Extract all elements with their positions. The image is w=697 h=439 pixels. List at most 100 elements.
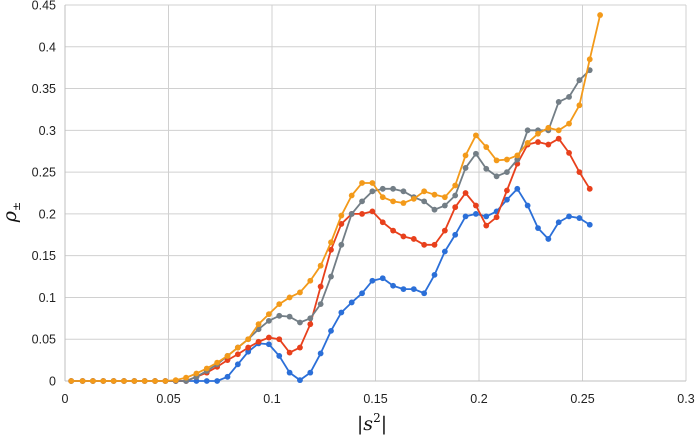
y-tick-label-6: 0.3 xyxy=(39,124,56,138)
point-red-22 xyxy=(297,344,303,351)
point-blue-38 xyxy=(462,213,469,220)
point-red-50 xyxy=(586,185,593,192)
tick-labels: 0 0.05 0.1 0.15 0.2 0.25 0.3 0.35 0.4 0.45 0 0.05 0.… xyxy=(32,0,695,406)
point-blue-48 xyxy=(566,213,572,220)
point-orange-13 xyxy=(203,365,210,372)
point-blue-24 xyxy=(317,350,324,357)
point-red-30 xyxy=(379,219,386,226)
point-gray-39 xyxy=(473,150,479,157)
point-orange-4 xyxy=(110,378,117,384)
point-red-40 xyxy=(483,222,490,229)
y-tick-label-2: 0.1 xyxy=(39,291,56,305)
point-gray-43 xyxy=(514,156,521,163)
point-orange-45 xyxy=(535,130,541,137)
point-blue-15 xyxy=(224,373,231,380)
point-red-16 xyxy=(234,351,241,358)
point-red-48 xyxy=(566,149,572,156)
point-red-36 xyxy=(441,227,448,234)
y-tick-label-4: 0.2 xyxy=(39,207,56,221)
point-gray-20 xyxy=(276,312,283,319)
point-orange-23 xyxy=(307,277,314,284)
point-red-15 xyxy=(224,357,231,364)
point-red-46 xyxy=(545,141,552,148)
point-orange-50 xyxy=(586,56,593,63)
point-orange-1 xyxy=(79,378,86,384)
point-orange-17 xyxy=(245,336,252,343)
point-orange-14 xyxy=(214,359,221,366)
point-orange-33 xyxy=(410,195,417,202)
point-orange-3 xyxy=(100,378,107,384)
point-orange-28 xyxy=(359,180,365,186)
point-orange-11 xyxy=(183,374,189,381)
point-blue-44 xyxy=(524,202,531,209)
point-blue-34 xyxy=(421,290,428,297)
point-blue-26 xyxy=(338,309,345,316)
point-gray-29 xyxy=(369,188,376,195)
point-orange-29 xyxy=(369,180,376,186)
point-gray-25 xyxy=(328,273,334,280)
point-blue-30 xyxy=(379,275,386,282)
point-red-42 xyxy=(504,187,510,194)
point-blue-43 xyxy=(514,185,521,192)
point-orange-31 xyxy=(390,198,396,205)
y-tick-label-7: 0.35 xyxy=(32,82,56,96)
point-red-33 xyxy=(410,236,417,242)
x-axis-label-bar-right: | xyxy=(381,413,387,435)
point-orange-44 xyxy=(524,139,531,146)
point-orange-12 xyxy=(193,370,200,377)
point-orange-0 xyxy=(68,378,75,384)
point-gray-26 xyxy=(338,241,345,248)
point-orange-37 xyxy=(452,182,459,189)
point-gray-27 xyxy=(348,210,355,217)
point-orange-19 xyxy=(265,311,272,318)
point-orange-2 xyxy=(90,378,96,384)
point-red-38 xyxy=(462,190,469,196)
point-red-17 xyxy=(245,344,252,351)
point-red-29 xyxy=(369,208,376,215)
point-gray-23 xyxy=(307,315,314,322)
point-orange-42 xyxy=(504,156,510,163)
point-red-34 xyxy=(421,241,428,248)
y-tick-label-9: 0.45 xyxy=(32,0,56,13)
y-tick-label-8: 0.4 xyxy=(39,40,56,54)
point-blue-33 xyxy=(410,286,417,292)
point-gray-30 xyxy=(379,185,386,192)
point-red-23 xyxy=(307,321,314,328)
x-axis-label: |s2| xyxy=(357,411,387,435)
point-orange-25 xyxy=(328,239,334,246)
point-gray-19 xyxy=(265,317,272,324)
point-gray-31 xyxy=(390,185,396,192)
point-orange-30 xyxy=(379,194,386,201)
point-orange-41 xyxy=(493,157,500,164)
grid-lines xyxy=(65,4,687,381)
point-orange-7 xyxy=(141,378,148,384)
point-red-26 xyxy=(338,221,345,227)
x-tick-label-2: 0.1 xyxy=(263,392,280,406)
y-axis-label: ρ± xyxy=(0,202,23,223)
point-blue-40 xyxy=(483,213,490,220)
series-group xyxy=(68,12,603,384)
point-orange-6 xyxy=(131,378,138,384)
point-orange-36 xyxy=(441,194,448,201)
point-red-35 xyxy=(431,241,438,248)
point-orange-51 xyxy=(597,12,603,18)
point-blue-14 xyxy=(214,378,221,384)
point-blue-31 xyxy=(390,282,396,289)
point-blue-49 xyxy=(576,215,583,221)
series-line-red xyxy=(71,137,591,382)
y-tick-label-0: 0 xyxy=(49,375,56,389)
point-orange-26 xyxy=(338,212,345,219)
point-orange-46 xyxy=(545,124,552,131)
point-gray-28 xyxy=(359,198,365,205)
point-blue-22 xyxy=(297,377,303,384)
x-axis-label-var: s xyxy=(363,413,373,435)
point-blue-50 xyxy=(586,221,593,228)
point-red-25 xyxy=(328,246,334,253)
point-red-37 xyxy=(452,204,459,211)
point-orange-27 xyxy=(348,192,355,199)
point-gray-42 xyxy=(504,169,510,176)
point-red-47 xyxy=(555,135,562,142)
point-red-45 xyxy=(535,139,541,145)
point-orange-34 xyxy=(421,188,428,195)
